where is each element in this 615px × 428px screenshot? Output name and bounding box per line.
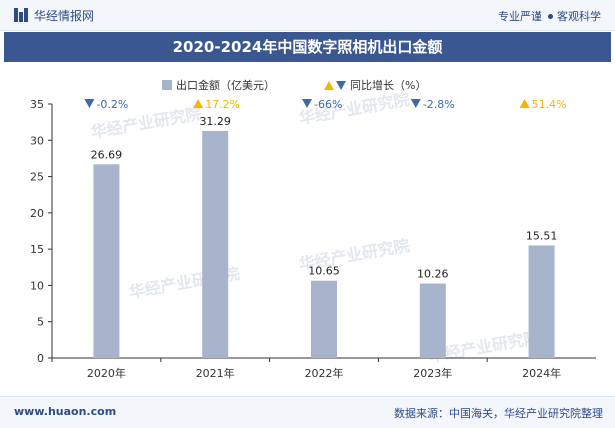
bar (202, 130, 229, 358)
bar (528, 245, 555, 358)
y-tick-label: 20 (30, 207, 44, 220)
legend-bar-swatch (162, 80, 172, 90)
labels: 26.69 -0.2% 31.29 17.2% 10.65 -66% 10.26 -2.8% 1… (84, 98, 567, 281)
yoy-down-icon (302, 99, 312, 108)
bar-value-label: 10.65 (308, 265, 340, 278)
yoy-up-icon (519, 99, 530, 108)
slogan-left: 专业严谨 (498, 10, 542, 23)
bar (93, 164, 120, 358)
bar-value-label: 10.26 (417, 268, 449, 281)
yoy-label: -0.2% (96, 98, 128, 111)
bar-value-label: 31.29 (199, 115, 231, 128)
y-tick-label: 25 (30, 171, 44, 184)
x-tick-label: 2022年 (305, 366, 344, 380)
y-tick-label: 5 (37, 316, 44, 329)
bar-value-label: 26.69 (91, 148, 123, 161)
yoy-label: 17.2% (205, 98, 240, 111)
chart-title: 2020-2024年中国数字照相机出口金额 (4, 32, 611, 62)
x-tick-label: 2020年 (87, 366, 126, 380)
top-bar: 华经情报网 专业严谨 客观科学 (0, 0, 615, 31)
y-tick-label: 35 (30, 98, 44, 111)
footer: www.huaon.com 数据来源：中国海关，华经产业研究院整理 (0, 396, 615, 428)
yoy-down-icon (84, 99, 95, 108)
logo-icon (14, 8, 28, 22)
yoy-label: -66% (314, 98, 342, 111)
brand-name: 华经情报网 (34, 9, 95, 23)
yoy-down-icon (410, 99, 421, 108)
yoy-up-icon (193, 99, 204, 108)
site-url[interactable]: www.huaon.com (14, 405, 117, 418)
y-tick-label: 30 (30, 134, 44, 147)
y-tick-label: 15 (30, 243, 44, 256)
bar-value-label: 15.51 (526, 229, 558, 242)
yoy-label: 51.4% (532, 98, 567, 111)
legend-up-icon (324, 81, 334, 90)
yoy-label: -2.8% (423, 98, 455, 111)
y-tick-label: 0 (37, 352, 44, 365)
slogan: 专业严谨 客观科学 (498, 8, 601, 24)
slogan-right: 客观科学 (557, 10, 601, 23)
bar (419, 283, 446, 358)
legend: 出口金额（亿美元） 同比增长（%） (162, 78, 426, 92)
legend-label-yoy: 同比增长（%） (350, 78, 426, 92)
y-tick-label: 10 (30, 279, 44, 292)
bullet-icon (548, 14, 553, 19)
bar (311, 280, 337, 358)
x-tick-label: 2021年 (196, 366, 235, 380)
data-source: 数据来源：中国海关，华经产业研究院整理 (394, 407, 603, 420)
legend-down-icon (336, 81, 346, 90)
bars (93, 130, 555, 358)
x-tick-label: 2023年 (413, 366, 452, 380)
x-tick-label: 2024年 (522, 366, 561, 380)
legend-label-export: 出口金额（亿美元） (176, 78, 275, 92)
